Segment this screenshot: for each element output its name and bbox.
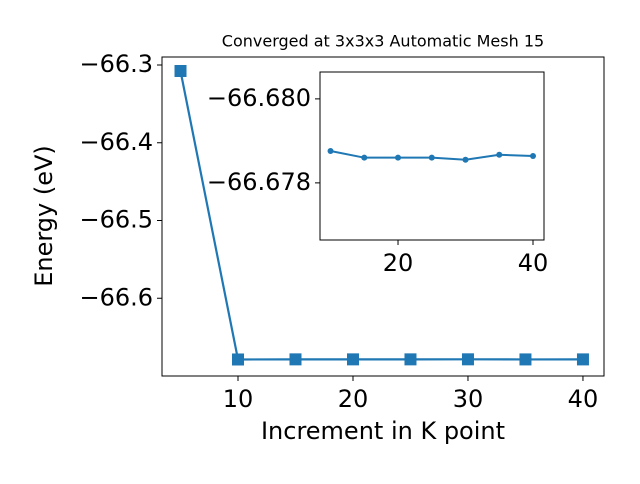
- marker: [327, 147, 334, 154]
- line: [179, 70, 583, 361]
- y-tick-label: −66.4: [79, 128, 153, 156]
- x-tick-label: 40: [568, 385, 599, 413]
- x-tick-label: 10: [223, 385, 254, 413]
- marker: [461, 353, 474, 366]
- marker: [519, 353, 532, 366]
- marker: [395, 154, 402, 161]
- y-tick-label: −66.6: [79, 283, 153, 311]
- marker: [289, 353, 302, 366]
- marker: [462, 156, 469, 163]
- marker: [404, 353, 417, 366]
- y-tick-label: −66.680: [207, 84, 311, 112]
- y-tick-label: −66.3: [79, 50, 153, 78]
- marker: [346, 353, 359, 366]
- chart-title: Converged at 3x3x3 Automatic Mesh 15: [222, 32, 544, 51]
- x-tick-label: 20: [338, 385, 369, 413]
- y-axis-label: Energy (eV): [30, 145, 58, 287]
- x-tick-label: 40: [518, 249, 549, 277]
- marker: [576, 353, 589, 366]
- marker: [232, 353, 245, 366]
- marker: [529, 153, 536, 159]
- marker: [428, 154, 435, 161]
- y-tick-label: −66.5: [79, 206, 153, 234]
- x-tick-label: 20: [383, 249, 414, 277]
- marker: [361, 154, 368, 161]
- x-tick-label: 30: [453, 385, 484, 413]
- marker: [174, 64, 187, 77]
- y-tick-label: −66.678: [207, 168, 311, 196]
- marker: [496, 151, 503, 158]
- x-axis-label: Increment in K point: [261, 417, 505, 445]
